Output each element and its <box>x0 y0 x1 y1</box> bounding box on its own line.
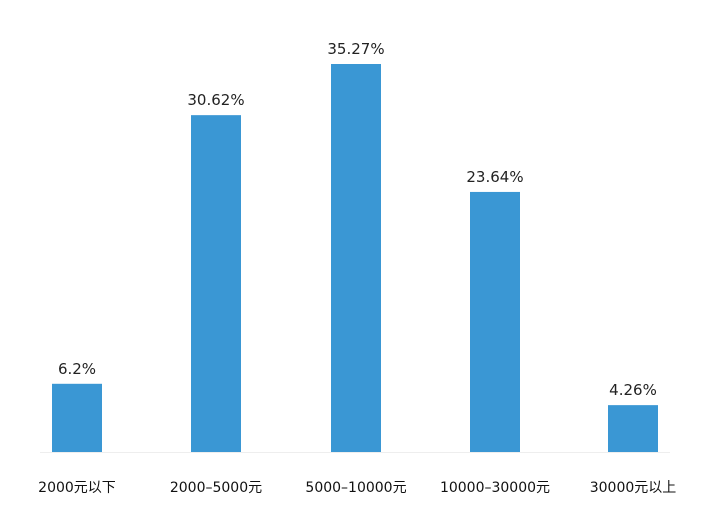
x-tick-label: 10000–30000元 <box>440 480 550 496</box>
bar <box>191 115 241 452</box>
x-tick-labels: 2000元以下 2000–5000元 5000–10000元 10000–30000元… <box>38 480 676 496</box>
x-tick-label: 2000–5000元 <box>170 480 262 496</box>
bar-value-label: 30.62% <box>187 91 244 109</box>
x-tick-label: 30000元以上 <box>590 480 677 496</box>
bar <box>608 405 658 452</box>
x-tick-label: 5000–10000元 <box>305 480 406 496</box>
bars-layer <box>40 64 670 453</box>
x-tick-label: 2000元以下 <box>38 480 116 496</box>
bar <box>331 64 381 452</box>
bar <box>52 383 102 452</box>
bar-labels-layer: 6.2% 30.62% 35.27% 23.64% 4.26% <box>58 40 657 399</box>
bar-value-label: 6.2% <box>58 360 96 378</box>
bar-value-label: 4.26% <box>609 381 657 399</box>
bar-value-label: 23.64% <box>466 168 523 186</box>
bar-value-label: 35.27% <box>327 40 384 58</box>
bar <box>470 191 520 453</box>
